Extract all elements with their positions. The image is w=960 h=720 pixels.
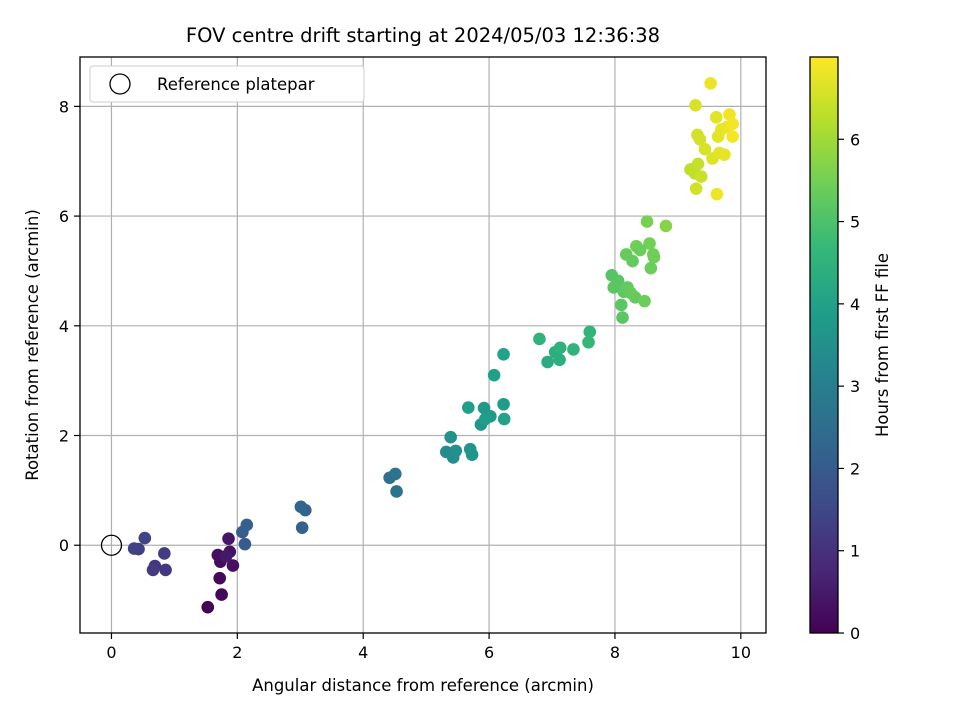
data-point — [691, 157, 705, 171]
data-point — [624, 286, 637, 300]
data-point — [647, 250, 661, 264]
data-point — [497, 412, 511, 426]
data-point — [127, 542, 141, 555]
legend-marker-reference — [109, 73, 131, 95]
y-tick-label: 8 — [59, 97, 69, 116]
x-tick-label: 8 — [610, 643, 620, 662]
data-point — [240, 518, 254, 532]
data-point — [607, 281, 620, 294]
data-point — [567, 343, 580, 356]
data-point — [638, 294, 651, 308]
colorbar-tick-label: 4 — [850, 295, 860, 314]
colorbar-frame — [809, 56, 839, 634]
y-axis: 0 2 4 6 8 — [59, 97, 80, 555]
data-point — [465, 448, 479, 462]
colorbar-tick-label: 0 — [850, 624, 860, 643]
data-point — [659, 219, 673, 233]
data-point — [201, 600, 215, 614]
data-point — [294, 500, 308, 514]
data-point — [159, 563, 172, 577]
data-point — [614, 298, 628, 312]
y-tick-label: 0 — [59, 536, 69, 555]
data-point — [718, 148, 731, 161]
plot-frame — [79, 56, 767, 634]
data-point — [689, 98, 702, 112]
data-point — [497, 397, 510, 411]
data-point — [444, 430, 457, 444]
data-point — [497, 348, 510, 361]
data-point — [693, 132, 707, 146]
data-point — [295, 521, 309, 534]
data-point — [644, 261, 658, 275]
data-point — [390, 485, 403, 498]
y-tick-label: 6 — [59, 207, 69, 226]
data-point — [710, 187, 724, 201]
data-point — [541, 355, 554, 369]
data-point — [633, 243, 647, 257]
data-point — [640, 215, 654, 228]
data-point — [704, 77, 717, 90]
x-tick-label: 0 — [106, 643, 116, 662]
data-point — [553, 353, 566, 367]
data-point — [726, 117, 739, 131]
data-point — [226, 559, 240, 572]
legend-label-reference: Reference platepar — [157, 75, 315, 94]
data-point — [694, 170, 708, 183]
colorbar-gradient — [810, 57, 838, 633]
data-point — [213, 571, 227, 585]
data-point — [215, 588, 228, 601]
y-tick-label: 4 — [59, 317, 69, 336]
colorbar-tick-label: 3 — [850, 377, 860, 396]
data-point — [389, 467, 402, 481]
legend-box — [89, 65, 365, 103]
scatter-series — [100, 77, 739, 614]
colorbar-tick-label: 5 — [850, 213, 860, 232]
data-point — [709, 111, 723, 124]
data-point — [487, 368, 501, 382]
data-point — [643, 237, 656, 250]
x-tick-label: 4 — [358, 643, 368, 662]
data-point — [238, 537, 252, 551]
x-tick-label: 2 — [232, 643, 242, 662]
chart-title: FOV centre drift starting at 2024/05/03 … — [186, 24, 660, 47]
y-tick-label: 2 — [59, 427, 69, 446]
x-tick-label: 10 — [731, 643, 751, 662]
data-point — [222, 532, 235, 545]
data-point — [626, 254, 639, 268]
colorbar-ticks: 0 1 2 3 4 5 6 — [838, 130, 860, 643]
data-point — [479, 412, 492, 426]
x-axis-label: Angular distance from reference (arcmin) — [252, 676, 594, 695]
data-point — [582, 335, 595, 349]
data-point — [533, 332, 546, 346]
y-axis-label: Rotation from reference (arcmin) — [23, 209, 42, 481]
data-point — [146, 563, 160, 577]
data-point — [583, 325, 597, 339]
data-point — [449, 444, 463, 458]
legend: Reference platepar — [89, 65, 365, 103]
x-axis: 0 2 4 6 8 10 — [106, 633, 751, 662]
colorbar-tick-label: 1 — [850, 542, 860, 561]
reference-platepar-marker — [100, 534, 123, 556]
data-point — [553, 341, 567, 355]
data-point — [726, 130, 739, 143]
data-point — [711, 130, 725, 143]
colorbar: 0 1 2 3 4 5 6 Hours from first FF file — [809, 56, 892, 643]
colorbar-tick-label: 2 — [850, 459, 860, 478]
data-point — [698, 142, 712, 156]
data-point — [462, 401, 475, 414]
data-point — [158, 547, 171, 560]
data-point — [616, 311, 629, 324]
colorbar-label: Hours from first FF file — [873, 253, 892, 437]
grid — [80, 57, 766, 633]
colorbar-tick-label: 6 — [850, 130, 860, 149]
data-point — [689, 182, 703, 195]
data-point — [138, 531, 152, 545]
data-point — [219, 549, 233, 563]
x-tick-label: 6 — [484, 643, 494, 662]
